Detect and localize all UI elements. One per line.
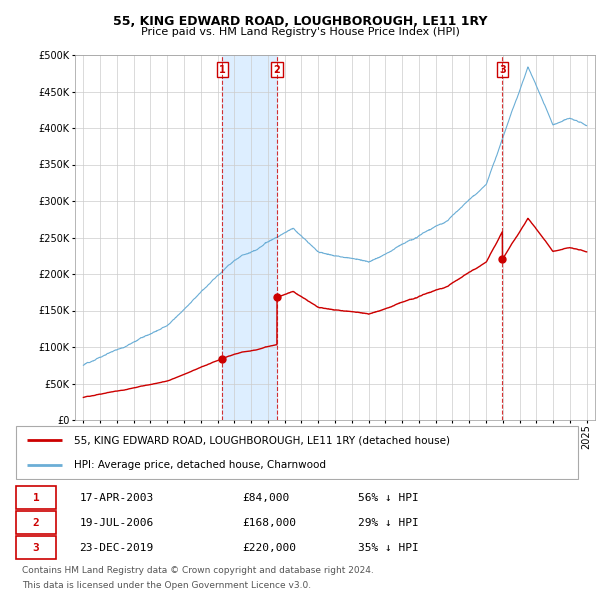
Text: 3: 3 <box>499 64 506 74</box>
FancyBboxPatch shape <box>16 486 56 509</box>
Text: 19-JUL-2006: 19-JUL-2006 <box>80 517 154 527</box>
Text: 1: 1 <box>33 493 40 503</box>
Text: 29% ↓ HPI: 29% ↓ HPI <box>358 517 419 527</box>
Text: 55, KING EDWARD ROAD, LOUGHBOROUGH, LE11 1RY: 55, KING EDWARD ROAD, LOUGHBOROUGH, LE11… <box>113 15 487 28</box>
Text: £168,000: £168,000 <box>242 517 296 527</box>
Text: This data is licensed under the Open Government Licence v3.0.: This data is licensed under the Open Gov… <box>22 581 311 590</box>
Text: 1: 1 <box>219 64 226 74</box>
Text: 23-DEC-2019: 23-DEC-2019 <box>80 543 154 552</box>
FancyBboxPatch shape <box>16 426 578 479</box>
Text: 56% ↓ HPI: 56% ↓ HPI <box>358 493 419 503</box>
Text: £84,000: £84,000 <box>242 493 289 503</box>
Bar <box>223 55 277 420</box>
Text: HPI: Average price, detached house, Charnwood: HPI: Average price, detached house, Char… <box>74 460 326 470</box>
Text: 2: 2 <box>33 517 40 527</box>
FancyBboxPatch shape <box>16 536 56 559</box>
Text: 3: 3 <box>33 543 40 552</box>
Text: 35% ↓ HPI: 35% ↓ HPI <box>358 543 419 552</box>
Text: Contains HM Land Registry data © Crown copyright and database right 2024.: Contains HM Land Registry data © Crown c… <box>22 566 373 575</box>
Text: 17-APR-2003: 17-APR-2003 <box>80 493 154 503</box>
Text: £220,000: £220,000 <box>242 543 296 552</box>
Text: Price paid vs. HM Land Registry's House Price Index (HPI): Price paid vs. HM Land Registry's House … <box>140 27 460 37</box>
FancyBboxPatch shape <box>16 511 56 535</box>
Text: 2: 2 <box>274 64 280 74</box>
Text: 55, KING EDWARD ROAD, LOUGHBOROUGH, LE11 1RY (detached house): 55, KING EDWARD ROAD, LOUGHBOROUGH, LE11… <box>74 435 450 445</box>
